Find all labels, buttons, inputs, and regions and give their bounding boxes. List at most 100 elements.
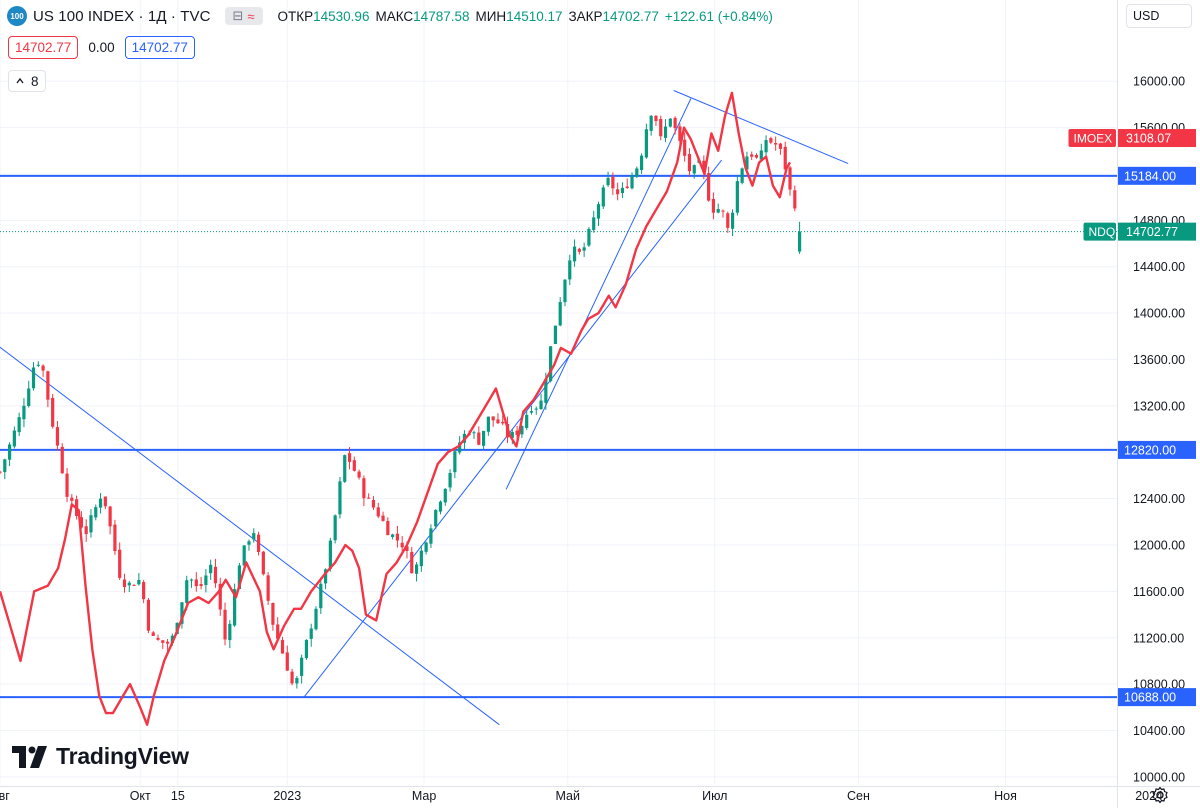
candle-body	[639, 155, 644, 171]
candle-body	[376, 507, 380, 517]
price-tick-label: 11600.00	[1133, 585, 1184, 599]
candle-body	[98, 498, 103, 508]
sell-button[interactable]: 14702.77	[8, 36, 79, 59]
price-tags: 15184.00 12820.00 10688.00 IMOEX 3108.07 NDQ 1…	[1068, 129, 1196, 707]
chart-grid	[0, 0, 1150, 785]
candle-body	[213, 566, 218, 584]
candle-body	[165, 641, 170, 644]
price-tick-label: 12400.00	[1133, 492, 1185, 506]
spread-value: 0.00	[88, 40, 115, 55]
candle-body	[606, 177, 610, 186]
candle-body	[405, 546, 409, 552]
candle-body	[17, 417, 21, 433]
candle-body	[185, 580, 189, 603]
candle-body	[577, 248, 581, 252]
open-label: ОТКР	[277, 8, 314, 24]
candle-body	[333, 515, 337, 541]
series-name-label: IMOEX	[1074, 132, 1113, 146]
candle-body	[491, 416, 495, 421]
candle-body	[295, 677, 299, 684]
candle-body	[568, 260, 572, 280]
close-label: ЗАКР	[568, 8, 603, 24]
series-name-label: NDQ	[1089, 225, 1116, 239]
candle-body	[27, 388, 31, 407]
candle-body	[386, 520, 390, 536]
candle-body	[477, 432, 481, 445]
candle-body	[151, 632, 155, 636]
trend-line[interactable]	[505, 98, 692, 490]
currency-select[interactable]: USD	[1126, 4, 1192, 28]
buy-button[interactable]: 14702.77	[124, 36, 195, 59]
candle-body	[218, 583, 222, 610]
indicators-count: 8	[31, 73, 39, 89]
candle-body	[180, 602, 184, 624]
time-tick-label: Июл	[702, 789, 727, 803]
series-price-label: 14702.77	[1126, 225, 1178, 239]
candle-body	[678, 126, 682, 141]
candle-body	[611, 176, 615, 189]
candle-body	[797, 231, 802, 252]
candle-body	[362, 478, 366, 499]
candle-body	[788, 167, 792, 190]
compare-toggle-icon[interactable]: ⊟ ≈	[224, 7, 263, 25]
candle-body	[328, 540, 332, 569]
candle-body	[472, 432, 476, 434]
candle-body	[620, 187, 625, 194]
chevron-icon	[16, 77, 24, 84]
trend-line[interactable]	[303, 159, 723, 697]
candle-body	[644, 129, 648, 158]
candle-body	[94, 507, 98, 518]
time-tick-label: Ноя	[994, 789, 1017, 803]
candle-body	[46, 371, 50, 400]
candle-body	[242, 545, 246, 566]
price-tick-label: 13200.00	[1133, 399, 1185, 413]
candle-body	[572, 246, 577, 262]
candle-body	[338, 481, 342, 515]
candle-body	[582, 247, 586, 251]
time-tick-label: Сен	[847, 789, 870, 803]
candle-body	[735, 181, 739, 213]
trend-line[interactable]	[673, 90, 849, 164]
candle-body	[534, 408, 538, 410]
candle-body	[146, 599, 151, 631]
gear-icon[interactable]	[1149, 784, 1171, 806]
trend-line[interactable]	[0, 342, 500, 726]
imoex-line[interactable]	[0, 91, 792, 726]
symbol-title[interactable]: US 100 INDEX · 1Д · TVC	[33, 7, 211, 25]
indicators-toggle[interactable]: 8	[8, 70, 46, 92]
level-price-tag	[1118, 440, 1196, 459]
candle-body	[103, 496, 107, 507]
candle-body	[371, 500, 376, 508]
candle-body	[36, 364, 40, 366]
series-name-tag	[1083, 222, 1116, 241]
candle-body	[419, 550, 423, 567]
imoex-line-series	[0, 91, 792, 726]
candle-body	[391, 534, 395, 537]
candle-body	[247, 541, 251, 545]
candle-body	[692, 165, 696, 174]
level-price-tag	[1118, 688, 1196, 707]
tradingview-logo[interactable]: TradingView	[12, 743, 189, 770]
candle-body	[156, 637, 160, 640]
candle-body	[793, 190, 797, 209]
candle-body	[549, 346, 553, 382]
candle-body	[194, 579, 198, 587]
logo-text: TradingView	[56, 743, 189, 769]
time-tick-label: Окт	[130, 789, 151, 803]
candle-body	[438, 501, 443, 512]
candle-body	[233, 589, 237, 626]
candle-body	[31, 367, 36, 389]
nasdaq-100-badge-icon[interactable]: 100	[7, 6, 27, 26]
candle-body	[381, 515, 385, 521]
ohlc-values: ОТКР14530.96 МАКС14787.58 МИН14510.17 ЗА…	[278, 9, 773, 24]
candle-body	[323, 569, 328, 584]
candle-body	[592, 217, 596, 230]
candle-body	[280, 640, 285, 654]
candle-body	[654, 115, 658, 122]
high-value: 14787.58	[413, 8, 470, 24]
price-tick-label: 10000.00	[1133, 770, 1185, 784]
candle-body	[319, 583, 323, 609]
candle-body	[515, 430, 519, 435]
candle-body	[563, 279, 567, 303]
